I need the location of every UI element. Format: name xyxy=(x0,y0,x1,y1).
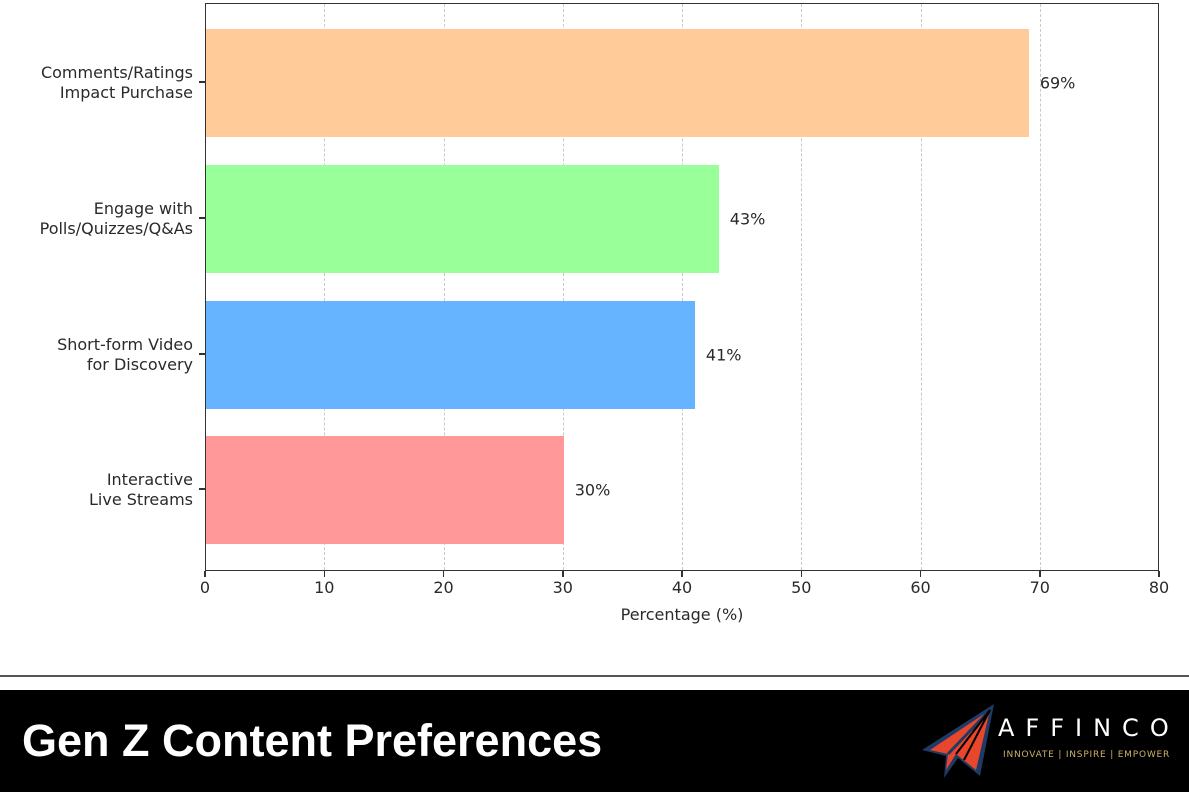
y-label-line1: Short-form Video xyxy=(57,335,193,354)
bar xyxy=(206,436,564,544)
x-tick xyxy=(919,571,922,577)
bar-value-label: 69% xyxy=(1039,73,1076,93)
x-tick xyxy=(442,571,445,577)
bar-value-label: 30% xyxy=(574,480,611,500)
plot-area xyxy=(205,3,1159,571)
grid-line xyxy=(920,4,922,570)
x-tick-label: 0 xyxy=(199,578,211,597)
bar xyxy=(206,29,1029,137)
paper-plane-icon xyxy=(922,704,994,778)
x-tick xyxy=(1158,571,1160,577)
grid-line xyxy=(443,4,445,570)
y-label-line2: Live Streams xyxy=(89,490,193,509)
y-label-line1: Comments/Ratings xyxy=(40,63,193,82)
footer-title: Gen Z Content Preferences xyxy=(22,715,603,766)
x-tick xyxy=(681,571,683,577)
affinco-logo: AFFINCO INNOVATE | INSPIRE | EMPOWER xyxy=(920,702,1180,782)
x-tick-label: 60 xyxy=(910,578,931,597)
footer-banner: Gen Z Content Preferences AFFINCO INNOVA… xyxy=(0,690,1189,792)
logo-tagline: INNOVATE | INSPIRE | EMPOWER xyxy=(1003,750,1171,760)
grid-line xyxy=(801,4,803,570)
bar xyxy=(206,165,719,273)
y-category-label: Short-form Video for Discovery xyxy=(0,335,193,375)
x-tick-label: 20 xyxy=(433,578,454,597)
x-tick-label: 30 xyxy=(552,578,573,597)
x-tick xyxy=(323,571,325,577)
x-tick xyxy=(204,571,206,577)
bar-value-label: 43% xyxy=(729,209,766,229)
y-tick xyxy=(199,217,205,219)
y-category-label: Interactive Live Streams xyxy=(0,470,193,510)
x-tick-label: 80 xyxy=(1148,578,1170,597)
x-tick-label: 50 xyxy=(791,578,812,597)
y-label-line2: for Discovery xyxy=(86,355,193,374)
separator-line xyxy=(0,675,1189,677)
y-category-label: Engage with Polls/Quizzes/Q&As xyxy=(0,199,193,239)
bar-value-label: 41% xyxy=(705,345,742,365)
bar xyxy=(206,301,695,409)
y-tick xyxy=(199,353,205,355)
grid-line xyxy=(324,4,326,570)
y-tick xyxy=(199,488,205,490)
grid-line xyxy=(682,4,683,570)
y-label-line1: Interactive xyxy=(106,470,193,489)
y-tick xyxy=(199,81,205,83)
y-label-line2: Polls/Quizzes/Q&As xyxy=(39,219,193,238)
x-tick xyxy=(562,571,564,577)
logo-name: AFFINCO xyxy=(998,714,1180,742)
y-category-label: Comments/Ratings Impact Purchase xyxy=(0,63,193,103)
x-tick-label: 40 xyxy=(671,578,693,597)
x-tick xyxy=(1039,571,1041,577)
y-label-line2: Impact Purchase xyxy=(59,83,193,102)
y-label-line1: Engage with xyxy=(93,199,193,218)
x-tick-label: 70 xyxy=(1029,578,1050,597)
grid-line xyxy=(562,4,564,570)
x-axis-title: Percentage (%) xyxy=(620,605,744,624)
x-tick xyxy=(800,571,802,577)
grid-line xyxy=(1039,4,1041,570)
x-tick-label: 10 xyxy=(314,578,335,597)
